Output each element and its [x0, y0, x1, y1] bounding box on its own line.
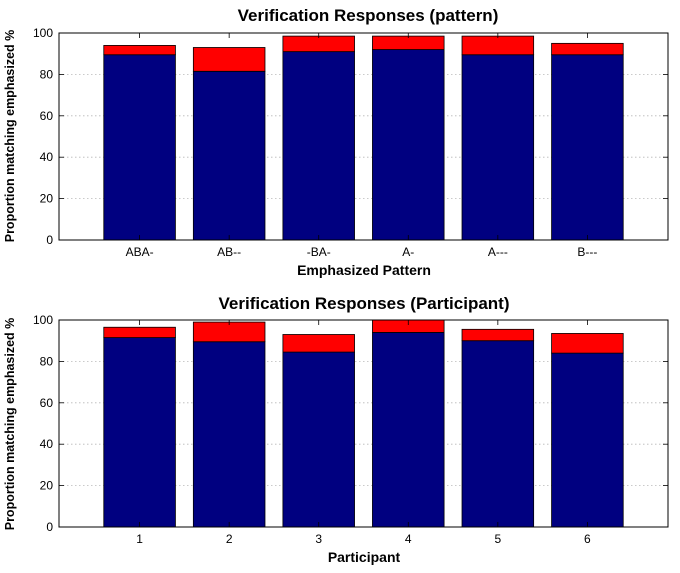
plot-frame [58, 32, 669, 241]
chart-title: Verification Responses (pattern) [238, 6, 499, 25]
plot-frame [58, 319, 669, 528]
chart-participant: Verification Responses (Participant) Pro… [3, 294, 669, 565]
bar-top-segment [103, 326, 176, 338]
x-tick-label: 1 [136, 532, 143, 546]
bar-base-segment [551, 352, 624, 528]
x-tick-label: AB-- [217, 245, 241, 259]
bar-top-segment [551, 42, 624, 56]
bar-base-segment [461, 54, 535, 241]
y-tick-label: 0 [46, 520, 53, 534]
x-tick-label: -BA- [307, 245, 331, 259]
x-tick-label: 5 [494, 532, 501, 546]
bar-top-segment [103, 45, 176, 56]
y-tick-label: 80 [40, 67, 54, 81]
bar-base-segment [372, 49, 445, 241]
bar-top-segment [282, 35, 355, 53]
x-tick-label: A- [402, 245, 414, 259]
x-axis-label: Participant [328, 549, 401, 565]
x-tick-label: 3 [315, 532, 322, 546]
chart-title: Verification Responses (Participant) [219, 294, 510, 313]
y-tick-label: 60 [40, 396, 54, 410]
chart-pattern: Verification Responses (pattern) Proport… [3, 6, 669, 278]
x-axis-label: Emphasized Pattern [297, 262, 431, 278]
y-tick-label: 60 [40, 109, 54, 123]
plot-area: 0 20 40 60 80 100 ABA- AB-- -BA- A- A--- B--- [33, 26, 669, 259]
bar-base-segment [282, 351, 355, 528]
y-tick-label: 80 [40, 354, 54, 368]
bar-base-segment [192, 70, 266, 241]
bar-top-segment [192, 321, 266, 343]
bar-base-segment [282, 51, 355, 241]
bar-top-segment [461, 328, 535, 342]
y-tick-label: 20 [40, 479, 54, 493]
bar-base-segment [461, 340, 535, 528]
y-tick-label: 100 [33, 313, 53, 327]
y-axis-label: Proportion matching emphasized % [3, 318, 17, 531]
bar-top-segment [372, 35, 445, 50]
x-tick-label: A--- [488, 245, 508, 259]
bar-base-segment [103, 337, 176, 528]
bar-top-segment [192, 47, 266, 72]
plot-area: 0 20 40 60 80 100 1 2 3 4 5 6 [33, 313, 669, 546]
bar-top-segment [461, 35, 535, 56]
y-axis-label: Proportion matching emphasized % [3, 30, 17, 243]
x-tick-label: 4 [405, 532, 412, 546]
x-tick-label: B--- [577, 245, 597, 259]
bar-base-segment [372, 332, 445, 528]
y-tick-label: 40 [40, 150, 54, 164]
y-tick-label: 0 [46, 233, 53, 247]
y-tick-label: 20 [40, 192, 54, 206]
y-tick-label: 40 [40, 437, 54, 451]
x-tick-label: ABA- [126, 245, 154, 259]
bar-base-segment [551, 54, 624, 241]
bar-base-segment [103, 54, 176, 241]
x-tick-label: 2 [226, 532, 233, 546]
bar-top-segment [282, 334, 355, 353]
bar-top-segment [551, 333, 624, 354]
y-tick-label: 100 [33, 26, 53, 40]
x-tick-label: 6 [584, 532, 591, 546]
bar-base-segment [192, 341, 266, 528]
